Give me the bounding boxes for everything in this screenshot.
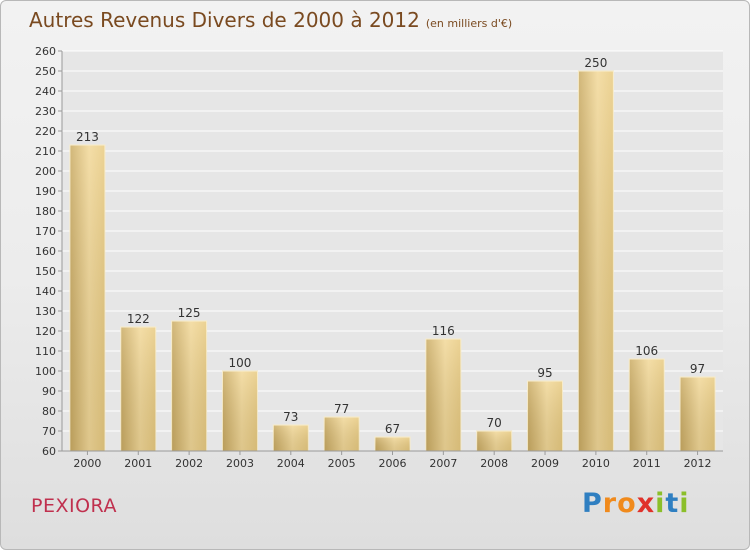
data-label: 67 bbox=[385, 422, 400, 436]
data-label: 97 bbox=[690, 362, 705, 376]
bar-shade bbox=[476, 431, 512, 451]
bar-shade bbox=[680, 377, 716, 451]
y-tick-label: 120 bbox=[35, 325, 56, 338]
title-text: Autres Revenus Divers de 2000 à 2012 bbox=[29, 8, 420, 32]
y-tick-label: 190 bbox=[35, 185, 56, 198]
bar-shade bbox=[425, 339, 461, 451]
data-label: 100 bbox=[229, 356, 252, 370]
logo-letter: i bbox=[655, 488, 666, 519]
x-tick-label: 2008 bbox=[480, 457, 508, 470]
data-label: 250 bbox=[584, 56, 607, 70]
y-tick-label: 230 bbox=[35, 105, 56, 118]
y-tick-label: 70 bbox=[42, 425, 56, 438]
x-axis-ticks: 2000 2001 2002 2003 2004 2005 2006 2007 2008 2009… bbox=[73, 451, 712, 470]
logo-letter: P bbox=[582, 488, 603, 519]
x-tick-label: 2004 bbox=[277, 457, 305, 470]
y-tick-label: 200 bbox=[35, 165, 56, 178]
bar-shade bbox=[171, 321, 207, 451]
x-tick-label: 2011 bbox=[633, 457, 661, 470]
x-tick-label: 2012 bbox=[684, 457, 712, 470]
y-tick-label: 90 bbox=[42, 385, 56, 398]
data-label: 213 bbox=[76, 130, 99, 144]
y-tick-label: 160 bbox=[35, 245, 56, 258]
x-tick-label: 2003 bbox=[226, 457, 254, 470]
logo-letter: i bbox=[679, 488, 690, 519]
data-label: 77 bbox=[334, 402, 349, 416]
bar-shade bbox=[324, 417, 360, 451]
x-tick-label: 2006 bbox=[379, 457, 407, 470]
y-tick-label: 170 bbox=[35, 225, 56, 238]
data-label: 106 bbox=[635, 344, 658, 358]
y-tick-label: 240 bbox=[35, 85, 56, 98]
y-tick-label: 140 bbox=[35, 285, 56, 298]
y-tick-label: 130 bbox=[35, 305, 56, 318]
x-tick-label: 2007 bbox=[429, 457, 457, 470]
bar-shade bbox=[222, 371, 258, 451]
y-tick-label: 180 bbox=[35, 205, 56, 218]
y-axis-ticks: 60 70 80 90 100 110 120 130 140 150 160 170 180 190 20… bbox=[35, 45, 62, 458]
data-label: 95 bbox=[537, 366, 552, 380]
x-tick-label: 2010 bbox=[582, 457, 610, 470]
gridlines bbox=[62, 50, 723, 452]
logo-letter: x bbox=[636, 488, 656, 519]
x-tick-label: 2000 bbox=[73, 457, 101, 470]
y-tick-label: 220 bbox=[35, 125, 56, 138]
data-label: 125 bbox=[178, 306, 201, 320]
y-tick-label: 100 bbox=[35, 365, 56, 378]
data-label: 116 bbox=[432, 324, 455, 338]
x-tick-label: 2009 bbox=[531, 457, 559, 470]
chart-subtitle: (en milliers d'€) bbox=[425, 17, 513, 30]
y-tick-label: 60 bbox=[42, 445, 56, 458]
bar-shade bbox=[578, 71, 614, 451]
x-tick-label: 2005 bbox=[328, 457, 356, 470]
bar-shade bbox=[527, 381, 563, 451]
data-label: 122 bbox=[127, 312, 150, 326]
bar-shade bbox=[375, 437, 410, 451]
bars: 213 122 125 100 73 77 67 116 70 95 250 106 97 bbox=[69, 56, 716, 452]
y-tick-label: 260 bbox=[35, 45, 56, 58]
bar-shade bbox=[273, 425, 309, 451]
proxiti-logo: Proxiti bbox=[582, 488, 690, 519]
bar-shade bbox=[69, 145, 105, 451]
y-tick-label: 150 bbox=[35, 265, 56, 278]
x-tick-label: 2002 bbox=[175, 457, 203, 470]
logo-letter: o bbox=[617, 488, 637, 519]
chart-title: Autres Revenus Divers de 2000 à 2012 (en … bbox=[29, 8, 512, 32]
x-tick-label: 2001 bbox=[124, 457, 152, 470]
logo-letter: t bbox=[665, 488, 680, 519]
data-label: 73 bbox=[283, 410, 298, 424]
y-tick-label: 80 bbox=[42, 405, 56, 418]
y-tick-label: 210 bbox=[35, 145, 56, 158]
bar-shade bbox=[629, 359, 665, 451]
y-tick-label: 250 bbox=[35, 65, 56, 78]
bar-shade bbox=[120, 327, 156, 451]
logo-letter: r bbox=[602, 488, 618, 519]
y-tick-label: 110 bbox=[35, 345, 56, 358]
commune-name: PEXIORA bbox=[31, 495, 117, 517]
data-label: 70 bbox=[487, 416, 502, 430]
